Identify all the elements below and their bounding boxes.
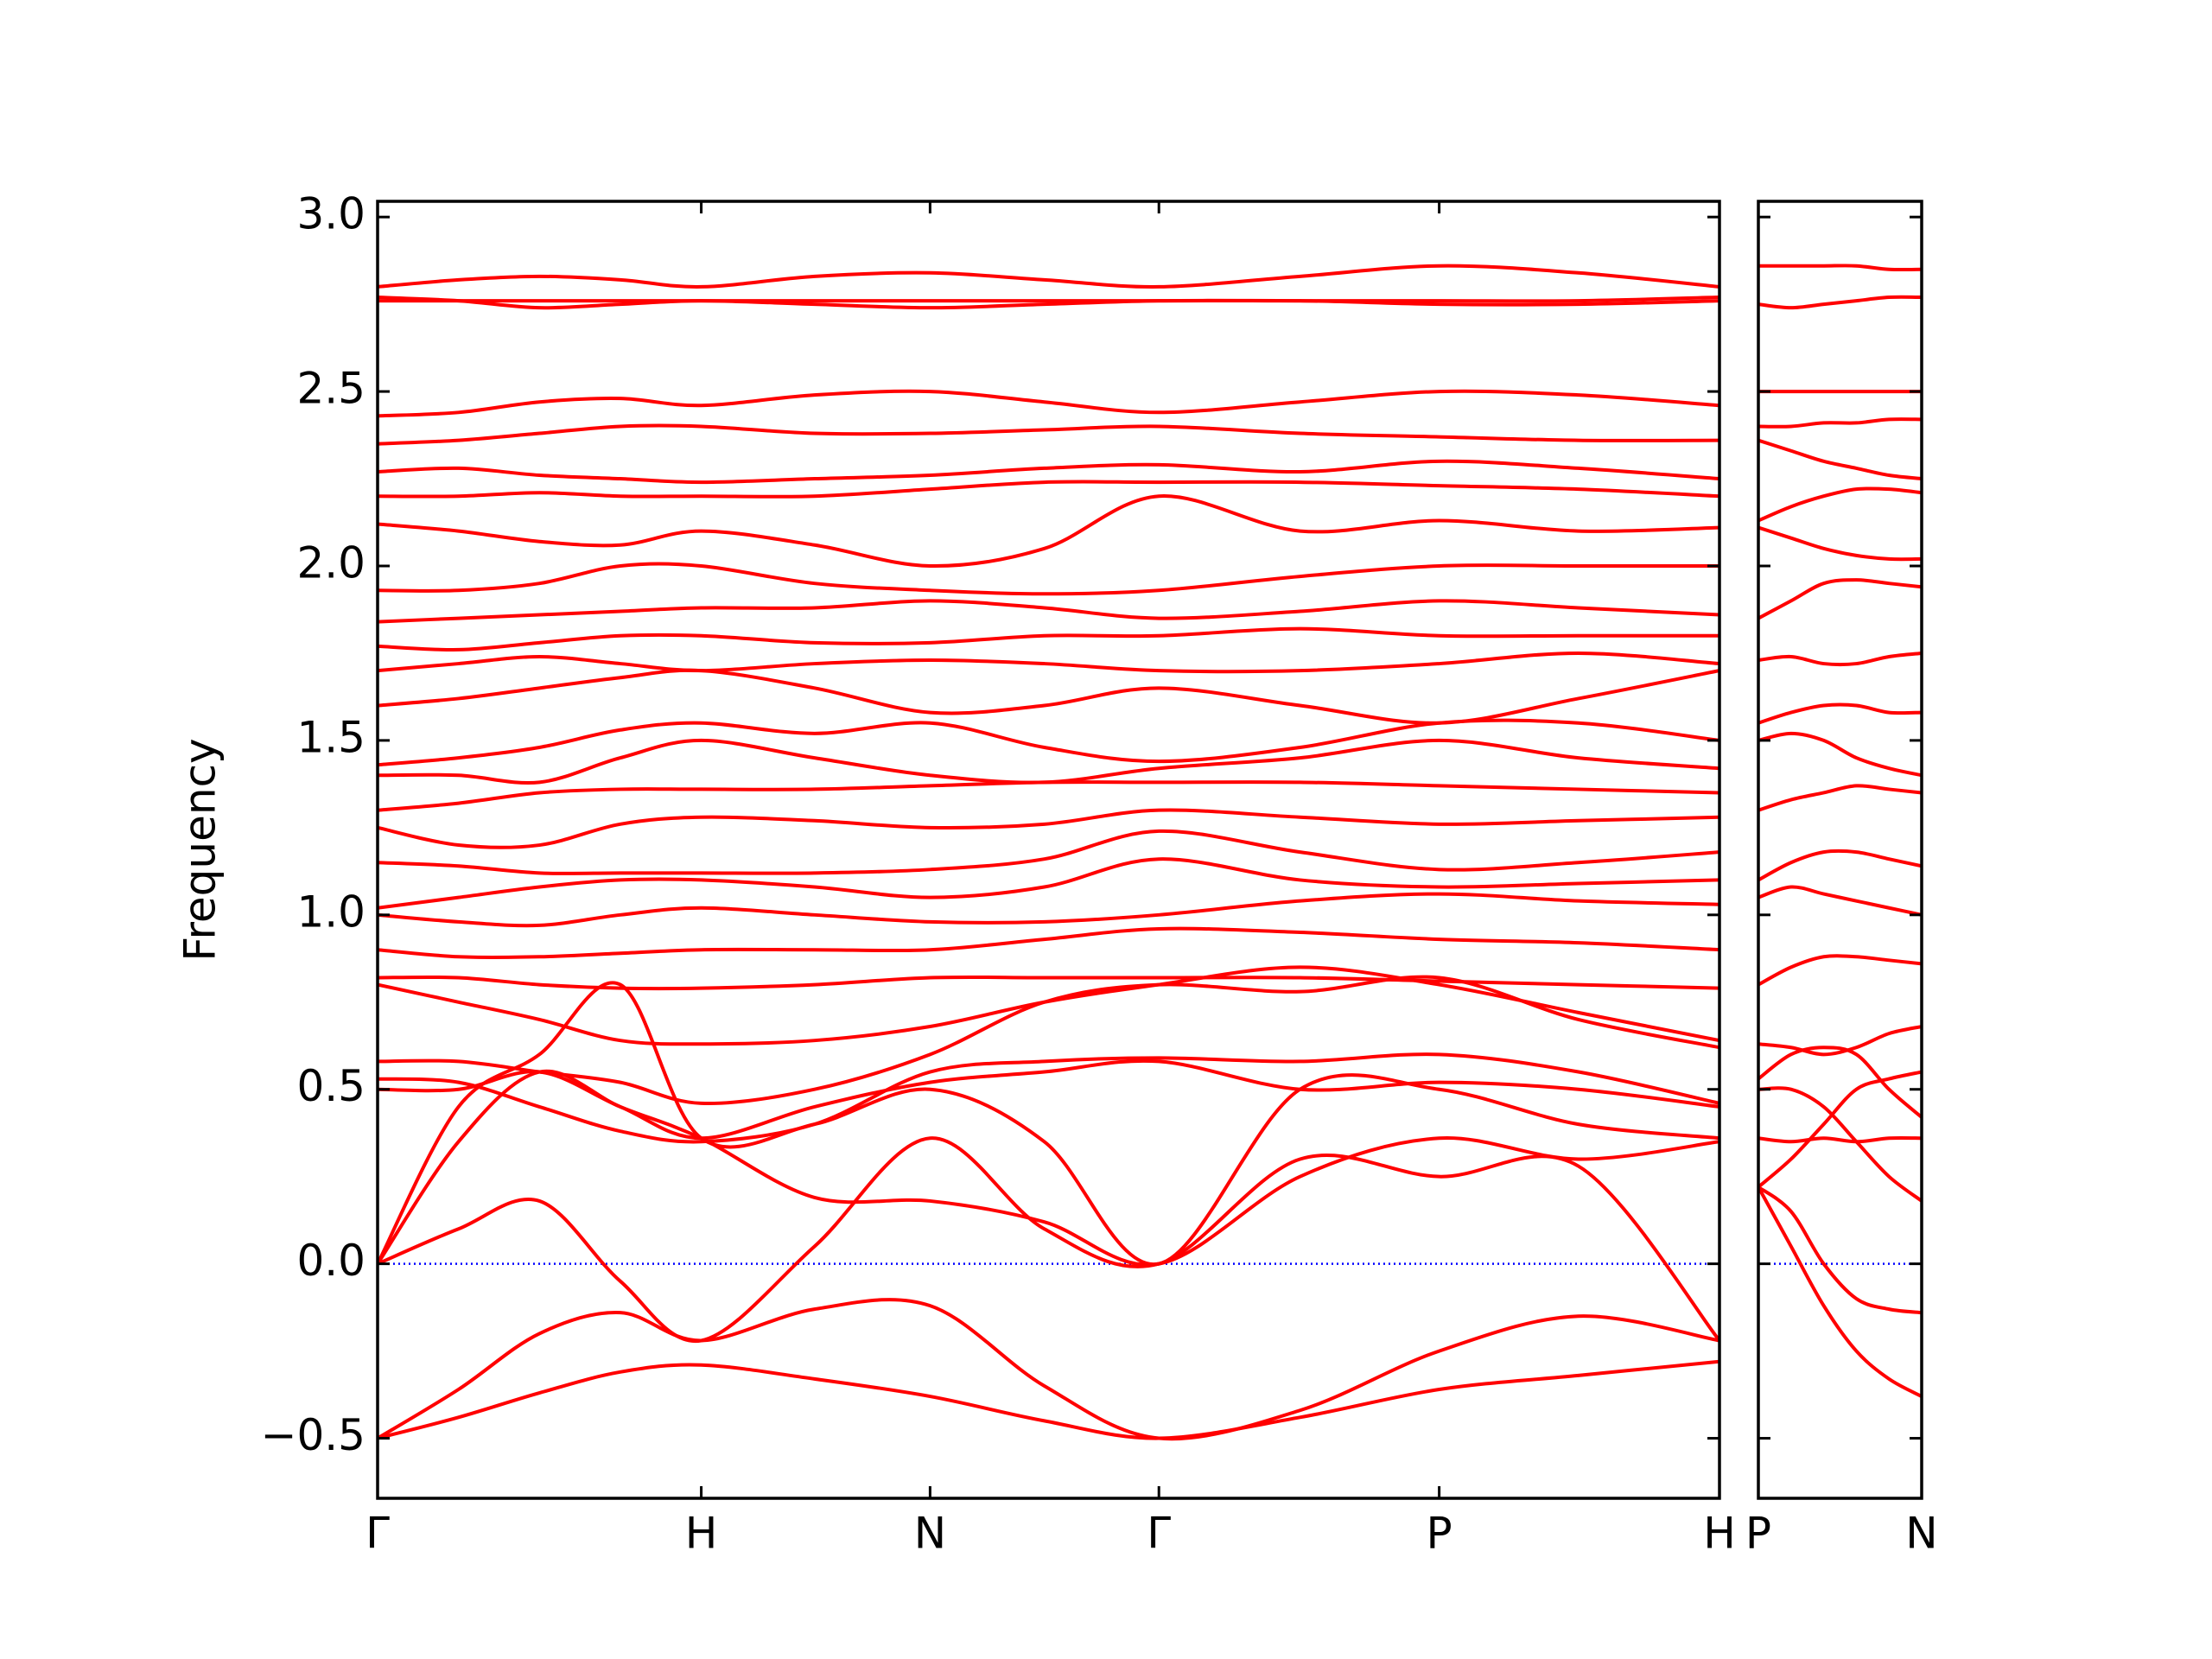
band-line (378, 780, 1719, 812)
band-line (1758, 438, 1922, 481)
x-tick-label: N (914, 1509, 946, 1559)
y-tick-label: 1.0 (296, 887, 365, 937)
band-line (378, 264, 1719, 289)
axes-frame (1757, 200, 1923, 1500)
x-tick-label: Γ (365, 1509, 390, 1559)
band-line (1758, 578, 1922, 620)
band-line (378, 857, 1719, 910)
x-tick-label: N (1905, 1509, 1937, 1559)
band-line (1758, 702, 1922, 725)
band-line (378, 296, 1719, 310)
band-line (1758, 295, 1922, 310)
band-line (1758, 651, 1922, 667)
band-line (378, 738, 1719, 785)
band-line (378, 480, 1719, 499)
band-line (378, 975, 1719, 991)
y-tick-label: −0.5 (261, 1410, 365, 1460)
band-line (1758, 784, 1922, 812)
y-tick-label: 0.0 (296, 1236, 365, 1286)
band-line (1758, 885, 1922, 917)
band-line (1758, 525, 1922, 562)
band-line (1758, 1046, 1922, 1119)
band-line (1758, 486, 1922, 523)
band-line (1758, 954, 1922, 987)
band-line (378, 494, 1719, 568)
plot-area (378, 264, 1719, 1441)
x-tick-label: P (1427, 1509, 1452, 1559)
y-tick-label: 1.5 (296, 712, 365, 762)
band-line (378, 829, 1719, 875)
band-line (378, 965, 1719, 1046)
x-tick-label: H (1703, 1509, 1736, 1559)
band-line (378, 981, 1719, 1267)
x-tick-label: Γ (1147, 1509, 1171, 1559)
y-tick-label: 2.0 (296, 537, 365, 588)
y-axis-label: Frequency (175, 738, 226, 961)
band-line (378, 892, 1719, 928)
band-line (1758, 731, 1922, 778)
band-line (378, 626, 1719, 652)
band-line (1758, 1135, 1922, 1144)
x-tick-label: P (1745, 1509, 1771, 1559)
band-line (1758, 417, 1922, 429)
axes-frame (376, 200, 1721, 1500)
band-line (1758, 1086, 1922, 1203)
band-line (378, 808, 1719, 849)
band-line (378, 651, 1719, 674)
band-line (1758, 264, 1922, 272)
band-line (378, 668, 1719, 725)
band-line (378, 599, 1719, 624)
band-line (378, 1052, 1719, 1144)
band-line (378, 459, 1719, 485)
band-line (378, 1058, 1719, 1141)
y-tick-label: 0.5 (296, 1061, 365, 1111)
band-line (378, 298, 1719, 307)
band-line (378, 1136, 1719, 1344)
band-line (378, 718, 1719, 767)
x-tick-label: H (685, 1509, 718, 1559)
band-line (378, 423, 1719, 446)
band-line (378, 1359, 1719, 1440)
band-line (378, 562, 1719, 596)
band-line (1758, 1025, 1922, 1057)
band-line (1758, 1185, 1922, 1315)
band-line (378, 926, 1719, 960)
band-line (1758, 849, 1922, 882)
y-tick-label: 3.0 (296, 189, 365, 239)
band-line (378, 389, 1719, 418)
band-line (1758, 1185, 1922, 1398)
band-line (1758, 1070, 1922, 1189)
y-tick-label: 2.5 (296, 364, 365, 414)
band-line (378, 1298, 1719, 1441)
plot-area (1758, 264, 1922, 1398)
